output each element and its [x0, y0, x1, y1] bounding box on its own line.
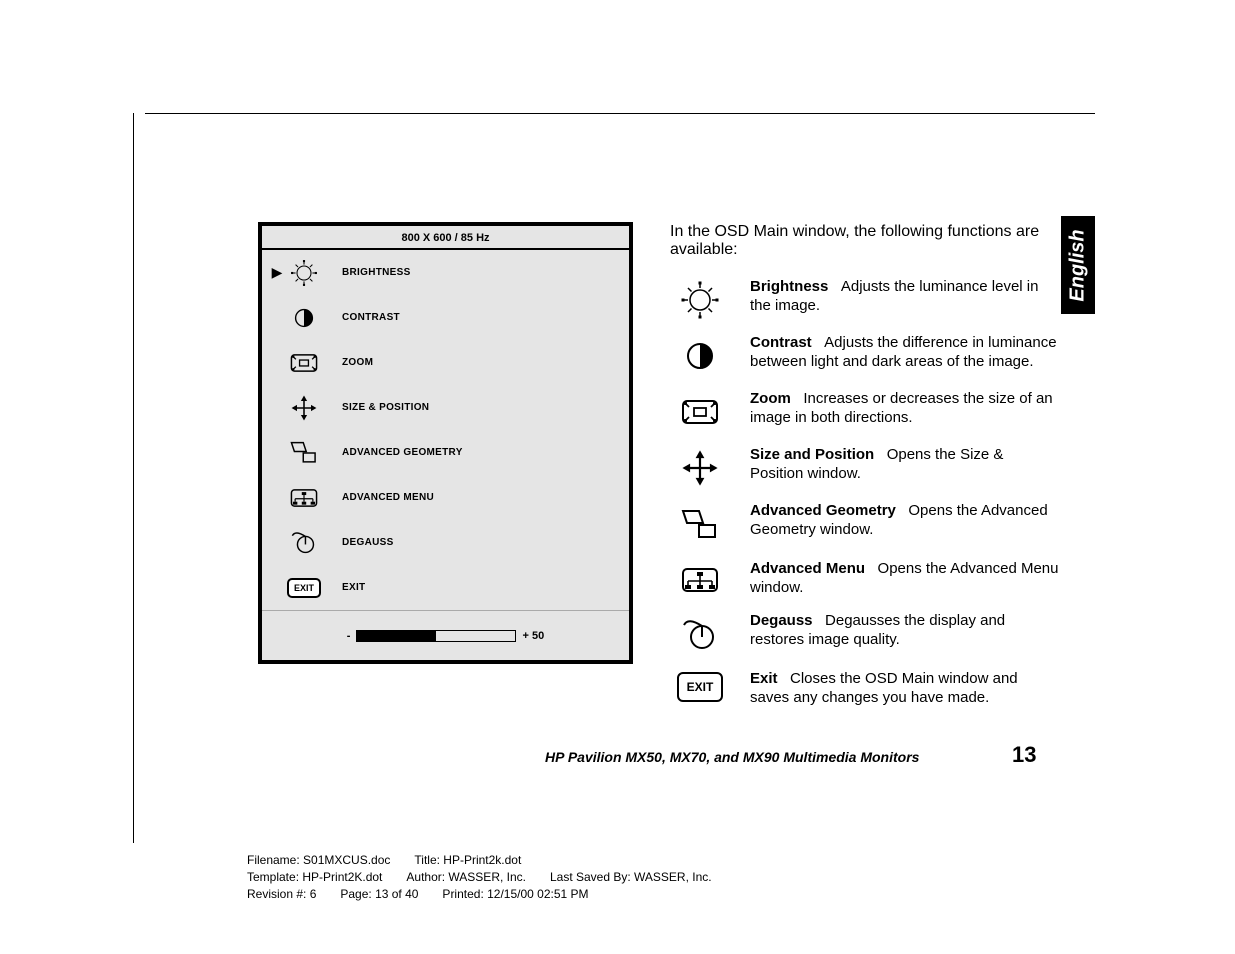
exit-icon: EXIT	[670, 670, 730, 702]
meta-line: Filename: S01MXCUS.doc Title: HP-Print2k…	[247, 852, 712, 869]
geometry-icon	[284, 438, 324, 468]
description-list: Brightness Adjusts the luminance level i…	[670, 278, 1060, 722]
meta-line: Template: HP-Print2K.dot Author: WASSER,…	[247, 869, 712, 886]
contrast-icon	[284, 304, 324, 332]
osd-menu-item[interactable]: ZOOM	[262, 340, 629, 385]
osd-menu-item[interactable]: DEGAUSS	[262, 520, 629, 565]
contrast-icon	[670, 334, 730, 376]
description-text: Advanced Menu Opens the Advanced Menu wi…	[730, 560, 1060, 598]
osd-item-label: ZOOM	[342, 357, 373, 368]
description-row: Degauss Degausses the display and restor…	[670, 612, 1060, 656]
brightness-icon	[284, 259, 324, 287]
description-row: Contrast Adjusts the difference in lumin…	[670, 334, 1060, 376]
osd-slider-row: - + 50	[262, 610, 629, 660]
exit-icon: EXIT	[284, 578, 324, 598]
intro-text: In the OSD Main window, the following fu…	[670, 223, 1060, 259]
description-row: Size and Position Opens the Size & Posit…	[670, 446, 1060, 488]
osd-menu-item[interactable]: ADVANCED GEOMETRY	[262, 430, 629, 475]
slider-minus: -	[347, 630, 351, 642]
language-tab: English	[1061, 216, 1095, 314]
osd-main-window: 800 X 600 / 85 Hz ▶	[258, 222, 633, 664]
sizepos-icon	[284, 394, 324, 422]
osd-item-label: CONTRAST	[342, 312, 400, 323]
osd-menu-item[interactable]: ▶ BRIGHTNESS	[262, 250, 629, 295]
sizepos-icon	[670, 446, 730, 488]
zoom-icon	[284, 349, 324, 377]
osd-menu-item[interactable]: SIZE & POSITION	[262, 385, 629, 430]
geometry-icon	[670, 502, 730, 546]
osd-item-label: EXIT	[342, 582, 365, 593]
meta-line: Revision #: 6 Page: 13 of 40 Printed: 12…	[247, 886, 712, 903]
description-text: Size and Position Opens the Size & Posit…	[730, 446, 1060, 484]
description-text: Brightness Adjusts the luminance level i…	[730, 278, 1060, 316]
osd-menu-item[interactable]: CONTRAST	[262, 295, 629, 340]
slider-value: + 50	[522, 630, 544, 642]
advmenu-icon	[670, 560, 730, 598]
osd-item-label: BRIGHTNESS	[342, 267, 411, 278]
description-text: Contrast Adjusts the difference in lumin…	[730, 334, 1060, 372]
description-row: Zoom Increases or decreases the size of …	[670, 390, 1060, 432]
osd-menu-item[interactable]: ADVANCED MENU	[262, 475, 629, 520]
slider-track[interactable]	[356, 630, 516, 642]
selection-indicator-icon: ▶	[270, 264, 284, 281]
description-row: Advanced Menu Opens the Advanced Menu wi…	[670, 560, 1060, 598]
crop-mark-horizontal	[145, 113, 1095, 114]
description-text: Exit Closes the OSD Main window and save…	[730, 670, 1060, 708]
language-tab-label: English	[1067, 229, 1090, 301]
degauss-icon	[284, 528, 324, 558]
osd-item-label: ADVANCED MENU	[342, 492, 434, 503]
osd-item-label: SIZE & POSITION	[342, 402, 429, 413]
description-text: Zoom Increases or decreases the size of …	[730, 390, 1060, 428]
brightness-icon	[670, 278, 730, 320]
description-row: EXIT Exit Closes the OSD Main window and…	[670, 670, 1060, 708]
osd-header: 800 X 600 / 85 Hz	[262, 226, 629, 250]
crop-mark-vertical	[133, 113, 134, 843]
osd-item-label: ADVANCED GEOMETRY	[342, 447, 463, 458]
description-text: Degauss Degausses the display and restor…	[730, 612, 1060, 650]
description-row: Advanced Geometry Opens the Advanced Geo…	[670, 502, 1060, 546]
osd-item-label: DEGAUSS	[342, 537, 394, 548]
slider-fill	[357, 631, 436, 641]
description-text: Advanced Geometry Opens the Advanced Geo…	[730, 502, 1060, 540]
description-row: Brightness Adjusts the luminance level i…	[670, 278, 1060, 320]
page-number: 13	[1012, 742, 1036, 768]
zoom-icon	[670, 390, 730, 432]
advmenu-icon	[284, 486, 324, 510]
osd-menu-item[interactable]: EXIT EXIT	[262, 565, 629, 610]
degauss-icon	[670, 612, 730, 656]
footer-title: HP Pavilion MX50, MX70, and MX90 Multime…	[545, 749, 919, 765]
file-metadata: Filename: S01MXCUS.doc Title: HP-Print2k…	[247, 852, 712, 902]
